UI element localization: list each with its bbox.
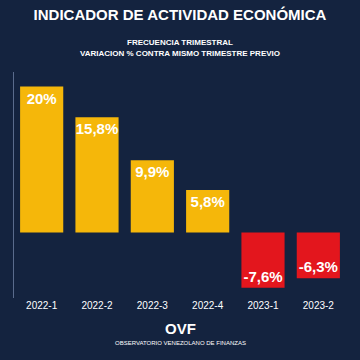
svg-text:15,8%: 15,8% [76, 120, 119, 137]
svg-text:OVF: OVF [165, 320, 196, 337]
svg-text:VARIACION % CONTRA MISMO TRIME: VARIACION % CONTRA MISMO TRIMESTRE PREVI… [80, 49, 280, 58]
svg-text:FRECUENCIA TRIMESTRAL: FRECUENCIA TRIMESTRAL [127, 38, 233, 47]
svg-text:9,9%: 9,9% [135, 163, 169, 180]
svg-text:2022-3: 2022-3 [137, 300, 169, 311]
svg-text:2022-4: 2022-4 [192, 300, 224, 311]
svg-text:2023-2: 2023-2 [303, 300, 335, 311]
svg-text:2022-1: 2022-1 [26, 300, 58, 311]
svg-text:2022-2: 2022-2 [81, 300, 113, 311]
svg-text:20%: 20% [27, 90, 57, 107]
svg-text:-7,6%: -7,6% [243, 268, 282, 285]
svg-text:5,8%: 5,8% [191, 193, 225, 210]
svg-text:-6,3%: -6,3% [299, 258, 338, 275]
svg-text:2023-1: 2023-1 [247, 300, 279, 311]
svg-text:INDICADOR DE ACTIVIDAD ECONÓMI: INDICADOR DE ACTIVIDAD ECONÓMICA [34, 6, 327, 23]
svg-text:OBSERVATORIO VENEZOLANO DE FIN: OBSERVATORIO VENEZOLANO DE FINANZAS [115, 340, 246, 346]
